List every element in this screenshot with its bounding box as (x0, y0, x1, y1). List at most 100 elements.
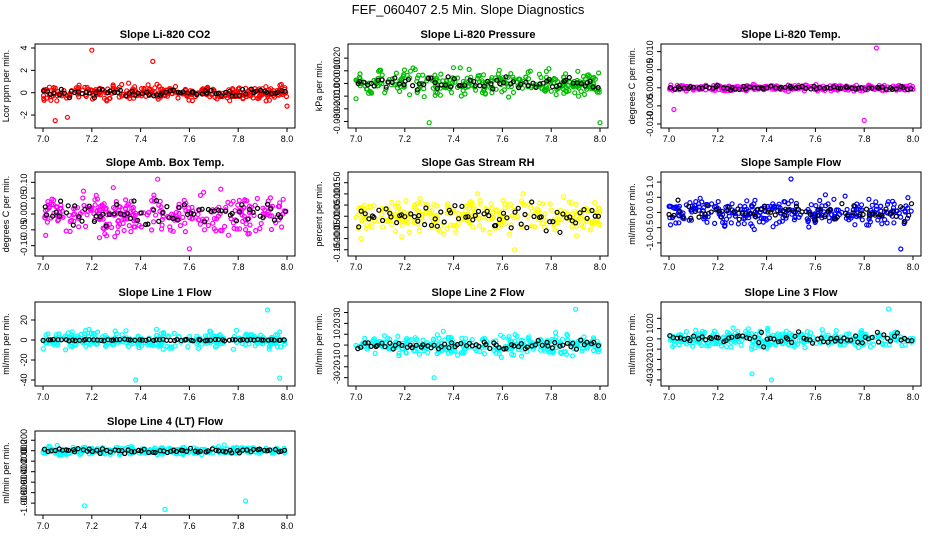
selected-point (107, 449, 113, 455)
x-tick-label: 7.4 (760, 392, 773, 402)
selected-point (196, 207, 202, 213)
data-point (50, 341, 57, 347)
data-point (420, 72, 426, 78)
selected-point (42, 204, 48, 210)
data-point (736, 339, 742, 345)
data-point (257, 225, 263, 232)
selected-point (124, 210, 131, 216)
selected-point (897, 204, 904, 210)
data-point (519, 200, 526, 206)
data-point (554, 86, 560, 93)
y-tick-label: 10 (645, 324, 655, 334)
data-point (219, 227, 225, 234)
data-point (553, 334, 559, 340)
selected-point (45, 448, 51, 455)
selected-point (723, 208, 730, 214)
data-point (434, 332, 440, 338)
selected-point (881, 332, 887, 338)
selected-point (358, 208, 364, 214)
selected-point (708, 209, 714, 215)
data-point (673, 220, 679, 226)
x-tick-label: 7.0 (663, 392, 676, 402)
selected-point (705, 203, 711, 209)
selected-point (175, 217, 181, 223)
data-point (41, 97, 47, 103)
x-tick-label: 7.8 (545, 134, 558, 144)
data-point (511, 352, 517, 358)
selected-point (835, 85, 841, 91)
x-tick-label: 7.0 (350, 262, 363, 272)
y-tick-label: 20 (332, 318, 342, 328)
y-tick-label: 0.000 (19, 439, 29, 462)
selected-point (268, 206, 274, 212)
data-point (453, 229, 459, 235)
data-point (676, 342, 682, 348)
data-point (523, 74, 529, 80)
selected-point (828, 336, 834, 342)
selected-point (512, 209, 518, 215)
selected-point (674, 335, 681, 341)
outlier-point (264, 307, 271, 313)
data-point (529, 223, 535, 229)
data-point (881, 217, 888, 223)
data-point (197, 192, 204, 198)
selected-point (65, 203, 71, 209)
selected-point (838, 338, 844, 344)
x-tick-label: 7.0 (663, 262, 676, 272)
data-point (475, 75, 481, 82)
y-tick-label: 0 (19, 337, 29, 342)
y-tick-label: -0.400 (19, 459, 29, 485)
data-point (59, 208, 65, 214)
data-point (112, 206, 118, 212)
data-point (764, 327, 771, 333)
data-point (561, 90, 567, 96)
plot-frame (34, 430, 296, 516)
selected-point (887, 338, 894, 344)
data-point (560, 86, 566, 92)
selected-point (233, 218, 240, 224)
data-point (552, 330, 559, 336)
selected-point (232, 337, 238, 343)
selected-point (901, 335, 908, 341)
data-point (468, 74, 474, 80)
selected-point (901, 218, 908, 225)
x-tick-label: 7.2 (86, 262, 99, 272)
selected-point (543, 228, 549, 234)
selected-point (229, 210, 235, 217)
data-point (414, 89, 420, 95)
x-tick-label: 7.6 (496, 262, 509, 272)
x-tick-label: 8.0 (594, 262, 607, 272)
data-point (53, 332, 59, 338)
data-point (528, 205, 534, 211)
plot-frame (660, 171, 922, 257)
y-axis-label: kPa per min. (314, 61, 324, 112)
data-point (867, 219, 874, 225)
data-point (364, 223, 370, 229)
selected-point (775, 208, 781, 214)
data-point (475, 73, 481, 79)
x-tick-label: 7.0 (350, 134, 363, 144)
selected-point (188, 210, 194, 216)
data-point (379, 212, 385, 218)
data-point (392, 228, 398, 234)
selected-point (197, 448, 203, 454)
data-point (808, 202, 814, 208)
selected-point (743, 211, 749, 217)
x-tick-label: 7.0 (37, 521, 50, 531)
data-point (819, 327, 825, 333)
selected-point (66, 95, 73, 101)
selected-point (677, 208, 683, 215)
data-point (112, 234, 118, 240)
data-point (527, 68, 533, 74)
selected-point (428, 75, 434, 81)
selected-point (795, 207, 802, 213)
chart-title: Slope Li-820 CO2 (120, 29, 210, 41)
selected-point (807, 211, 813, 217)
data-point (442, 337, 448, 343)
selected-point (762, 203, 768, 209)
selected-point (850, 210, 856, 216)
data-point (451, 223, 457, 229)
x-tick-label: 7.8 (858, 392, 871, 402)
data-point (149, 227, 155, 233)
selected-point (893, 213, 899, 219)
